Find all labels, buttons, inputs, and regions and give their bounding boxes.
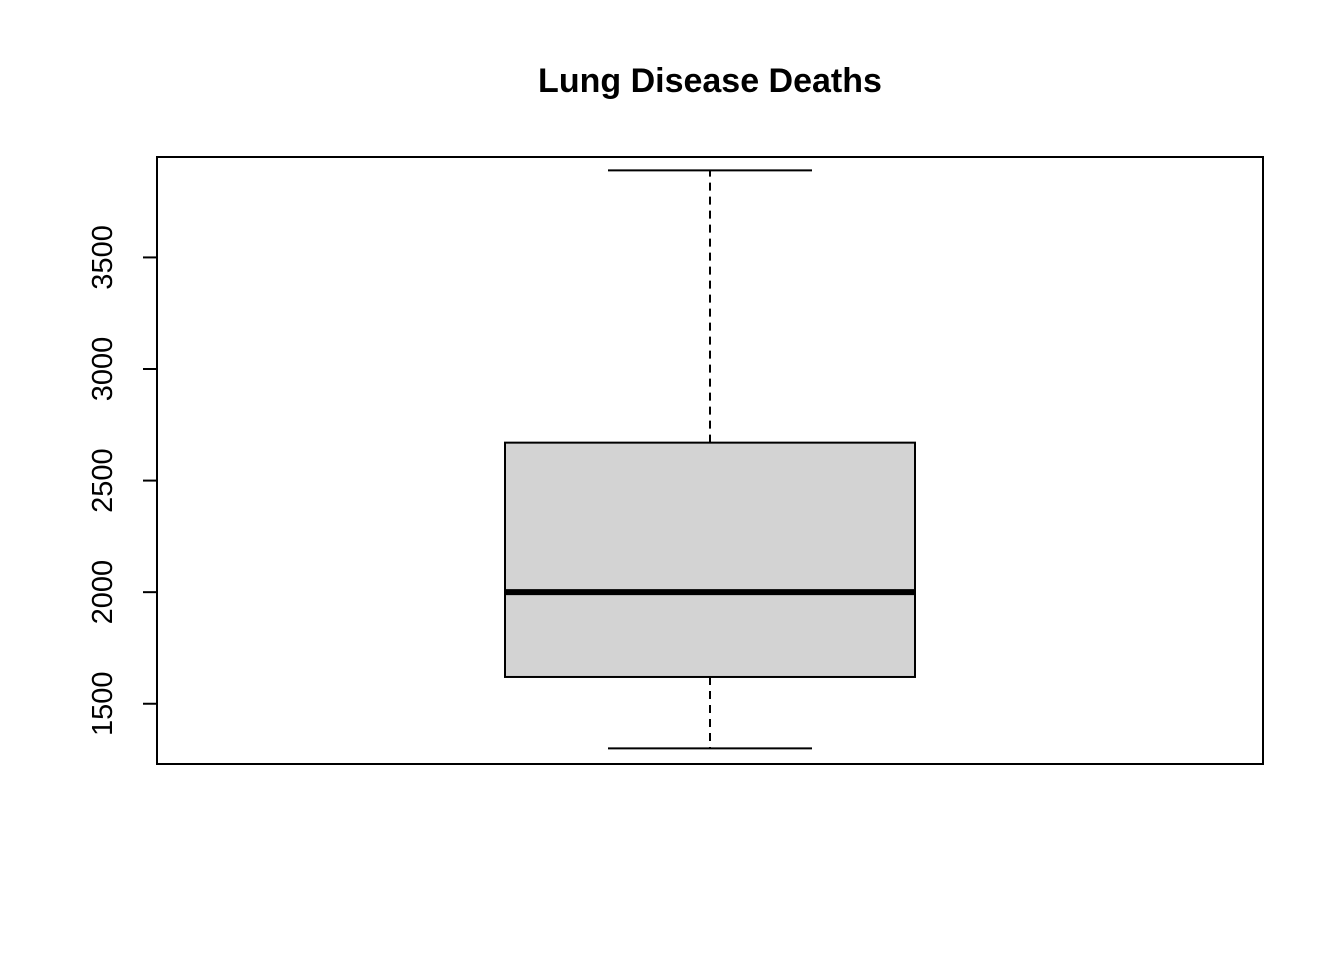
y-tick-label: 2000 bbox=[87, 560, 119, 625]
box-plot bbox=[504, 169, 916, 750]
interquartile-box bbox=[504, 441, 916, 678]
y-tick-label: 3500 bbox=[87, 225, 119, 290]
chart-title: Lung Disease Deaths bbox=[538, 62, 882, 100]
y-tick-label: 1500 bbox=[87, 671, 119, 736]
y-axis: 1500 2000 2500 3000 3500 bbox=[87, 225, 158, 736]
y-tick-label: 2500 bbox=[87, 448, 119, 513]
y-tick-label: 3000 bbox=[87, 337, 119, 402]
